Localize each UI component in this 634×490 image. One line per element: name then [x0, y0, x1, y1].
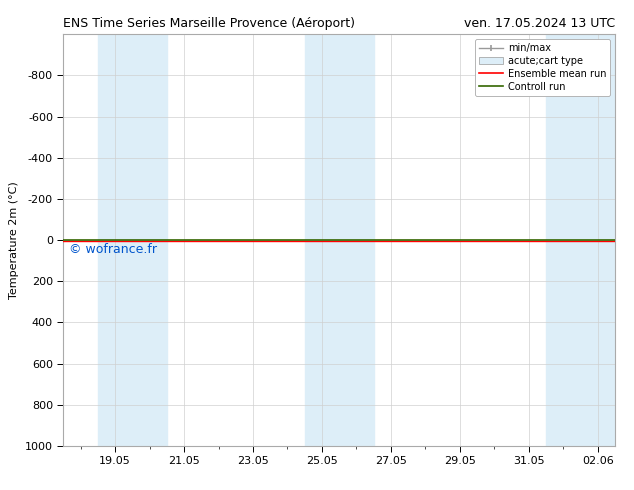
- Y-axis label: Temperature 2m (°C): Temperature 2m (°C): [10, 181, 20, 299]
- Bar: [305, 34, 373, 446]
- Bar: [98, 34, 167, 446]
- Text: © wofrance.fr: © wofrance.fr: [69, 243, 157, 256]
- Legend: min/max, acute;cart type, Ensemble mean run, Controll run: min/max, acute;cart type, Ensemble mean …: [475, 39, 610, 96]
- Text: ven. 17.05.2024 13 UTC: ven. 17.05.2024 13 UTC: [464, 17, 615, 30]
- Text: ENS Time Series Marseille Provence (Aéroport): ENS Time Series Marseille Provence (Aéro…: [63, 17, 356, 30]
- Bar: [546, 34, 615, 446]
